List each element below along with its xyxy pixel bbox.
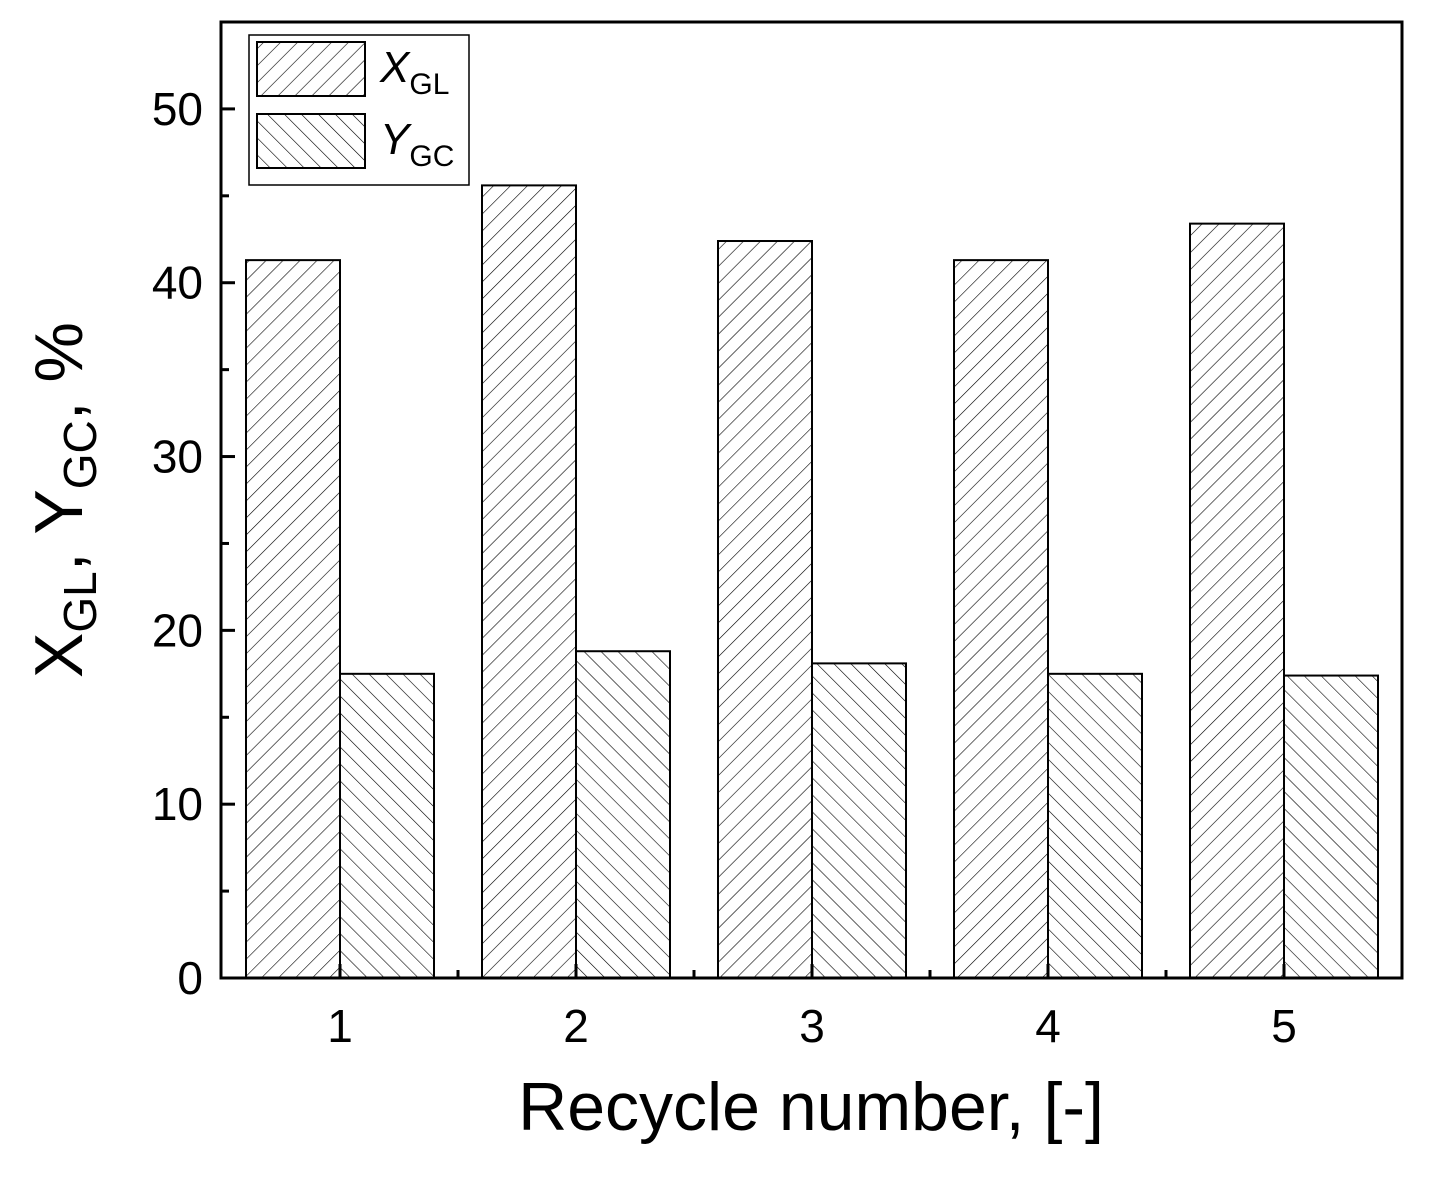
bar-gc-3 bbox=[811, 662, 907, 979]
plot-frame bbox=[219, 20, 1404, 980]
y-tick-label: 40 bbox=[152, 257, 203, 309]
bar-gl-4 bbox=[953, 259, 1049, 979]
bar-gc-2 bbox=[575, 650, 671, 979]
y-axis: 0 10 20 30 40 50 bbox=[152, 83, 235, 1004]
bar-gl-3 bbox=[717, 240, 813, 979]
bar-gc-5 bbox=[1283, 674, 1379, 979]
bar-gc-1 bbox=[339, 672, 435, 979]
bar-gc-4 bbox=[1047, 672, 1143, 979]
y-tick-label: 50 bbox=[152, 83, 203, 135]
bar-gl-1 bbox=[245, 259, 341, 979]
bar-gl-2 bbox=[481, 184, 577, 979]
legend-label-gc: YGC bbox=[380, 115, 454, 173]
legend-swatch-gc bbox=[256, 113, 366, 169]
y-tick-label: 20 bbox=[152, 604, 203, 656]
x-tick-label: 1 bbox=[327, 1000, 353, 1052]
x-axis: 1 2 3 4 5 bbox=[327, 964, 1297, 1052]
legend-swatch-gl bbox=[256, 41, 366, 97]
x-tick-label: 3 bbox=[799, 1000, 825, 1052]
x-tick-label: 5 bbox=[1271, 1000, 1297, 1052]
bars bbox=[245, 184, 1379, 979]
x-tick-label: 4 bbox=[1035, 1000, 1061, 1052]
y-tick-label: 0 bbox=[177, 952, 203, 1004]
x-axis-title: Recycle number, [-] bbox=[518, 1069, 1104, 1145]
y-tick-label: 10 bbox=[152, 778, 203, 830]
legend: XGL YGC bbox=[248, 34, 470, 186]
x-tick-label: 2 bbox=[563, 1000, 589, 1052]
legend-label-gl: XGL bbox=[379, 43, 449, 101]
bar-gl-5 bbox=[1189, 222, 1285, 979]
y-axis-title: XGL, YGC, % bbox=[21, 322, 106, 678]
y-tick-label: 30 bbox=[152, 431, 203, 483]
